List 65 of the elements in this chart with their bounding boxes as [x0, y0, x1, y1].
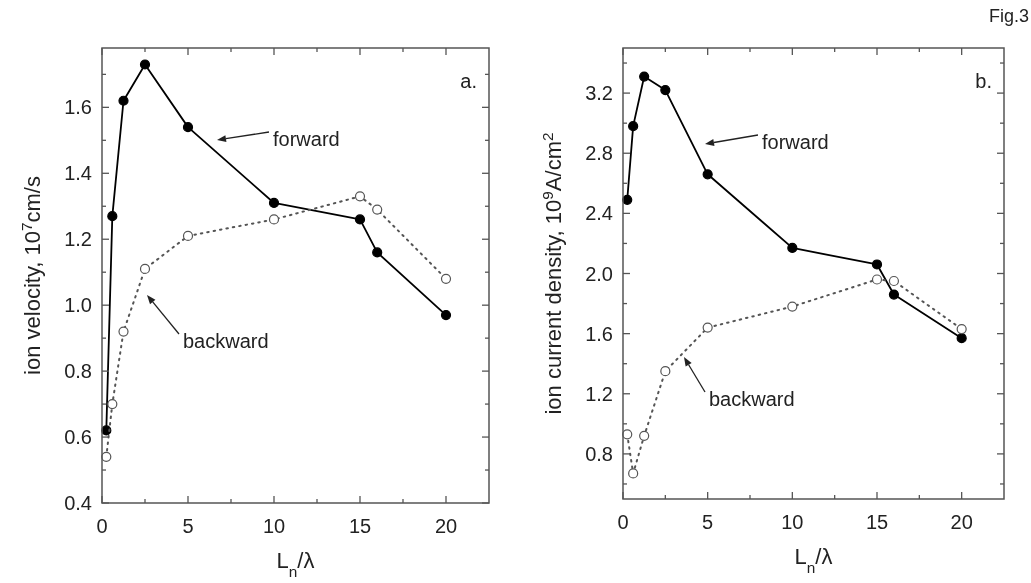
point — [268, 197, 280, 209]
annotation: b. — [975, 70, 992, 92]
y-tick-label: 1.2 — [585, 382, 613, 405]
y-tick-label: 2.4 — [585, 202, 613, 225]
point — [787, 242, 798, 254]
x-tick-label: 5 — [702, 511, 714, 533]
x-tick-label: 10 — [262, 515, 286, 537]
x-tick-label: 15 — [348, 515, 372, 537]
y-tick-label: 2.8 — [585, 142, 613, 165]
y-tick-label: 0.4 — [64, 492, 92, 514]
point — [182, 122, 194, 133]
point — [702, 169, 713, 180]
x-tick-label: 0 — [96, 515, 108, 537]
point — [107, 211, 118, 222]
point — [372, 247, 383, 258]
point — [628, 121, 639, 132]
text: backward — [709, 388, 795, 410]
point — [628, 468, 639, 479]
annotation: a. — [460, 70, 477, 92]
point — [182, 230, 194, 242]
point — [660, 84, 671, 96]
x-tick-label: 20 — [950, 511, 973, 533]
y-tick-label: 1.0 — [64, 294, 92, 317]
x-axis-title: L$_{n}$/λ — [276, 548, 315, 580]
point — [956, 324, 967, 335]
y-tick-label: 1.6 — [585, 322, 613, 345]
point — [118, 95, 129, 106]
point — [118, 326, 129, 337]
point — [139, 59, 151, 70]
point — [956, 333, 967, 344]
x-tick-label: 10 — [781, 511, 804, 533]
x-tick-label: 20 — [434, 515, 458, 537]
x-tick-label: 5 — [182, 515, 194, 537]
point — [639, 430, 650, 441]
x-tick-label: 0 — [617, 511, 629, 533]
point — [702, 322, 713, 333]
y-tick-label: 0.8 — [585, 442, 613, 465]
y-tick-label: 0.6 — [64, 426, 92, 449]
point — [372, 204, 383, 215]
point — [888, 275, 900, 287]
y-tick-label: 1.4 — [64, 162, 92, 185]
point — [440, 273, 452, 284]
point — [139, 263, 151, 275]
y-tick-label: 2.0 — [585, 262, 613, 285]
x-axis-title: L$_{n}$/λ — [794, 544, 833, 576]
point — [787, 301, 798, 312]
point — [871, 259, 883, 270]
point — [440, 309, 452, 321]
text: backward — [183, 330, 269, 352]
y-tick-label: 3.2 — [585, 82, 613, 105]
y-tick-label: 1.2 — [64, 228, 92, 251]
point — [888, 289, 900, 300]
x-tick-label: 15 — [865, 511, 889, 533]
y-tick-label: 0.8 — [64, 360, 92, 383]
y-tick-label: 1.6 — [64, 96, 92, 119]
point — [268, 214, 280, 225]
text: forward — [762, 131, 829, 153]
point — [871, 274, 883, 285]
point — [660, 366, 671, 377]
point — [354, 214, 366, 225]
series-label: forward — [273, 128, 340, 150]
point — [107, 398, 118, 410]
caption: Fig.3 — [988, 6, 1029, 26]
point — [354, 191, 366, 202]
point — [639, 71, 650, 82]
